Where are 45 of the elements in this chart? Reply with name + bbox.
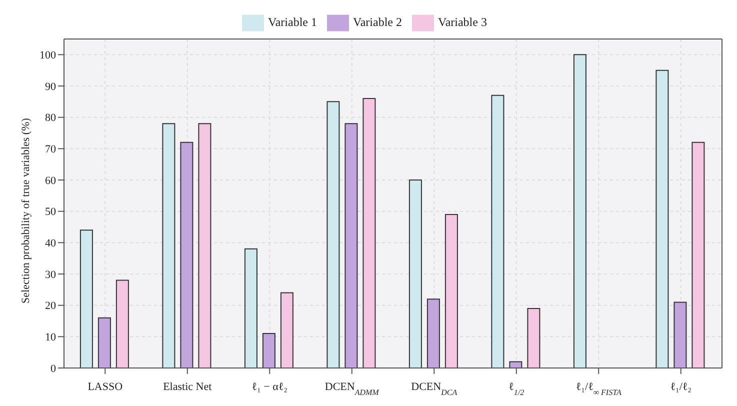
- x-tick-label: DCEN$_{ADMM}$: [324, 381, 380, 396]
- x-tick-label: Elastic Net: [163, 381, 212, 393]
- bar: [80, 230, 93, 368]
- bar: [98, 317, 111, 368]
- y-tick-label: 30: [45, 268, 56, 281]
- y-tick-label: 50: [45, 206, 56, 218]
- bar: [326, 101, 340, 368]
- bar: [162, 123, 176, 368]
- bar: [180, 142, 194, 368]
- y-tick-label: 100: [40, 50, 56, 62]
- bar: [262, 333, 276, 368]
- y-axis-title: Selection probability of true variables (%): [20, 118, 32, 304]
- bar: [244, 248, 258, 368]
- bar: [116, 280, 129, 368]
- y-tick-label: 70: [45, 144, 56, 156]
- x-tick-label: ℓ₁/ℓ₂: [670, 381, 692, 393]
- legend-label: Variable 3: [438, 14, 487, 29]
- bar: [527, 308, 540, 368]
- legend-label: Variable 1: [268, 14, 317, 29]
- y-tick-label: 80: [45, 112, 56, 124]
- y-tick-label: 0: [50, 362, 56, 375]
- bar: [408, 180, 422, 368]
- bar: [344, 123, 358, 368]
- y-tick-label: 90: [45, 80, 56, 93]
- bar: [491, 94, 504, 368]
- bar: [362, 98, 376, 368]
- x-tick-label: LASSO: [88, 381, 123, 393]
- y-tick-label: 40: [45, 238, 56, 250]
- legend-label: Variable 2: [353, 14, 402, 29]
- bar: [509, 361, 522, 368]
- bar: [656, 70, 669, 368]
- bar: [692, 142, 705, 368]
- bar: [573, 54, 586, 368]
- x-tick-label: ℓ₁ − αℓ₂: [252, 381, 288, 393]
- x-tick-label: DCEN$_{DCA}$: [411, 381, 458, 396]
- x-tick-label: ℓ$_{1/2}$: [508, 381, 524, 396]
- y-tick-label: 20: [45, 300, 56, 312]
- y-tick-label: 60: [45, 174, 56, 187]
- bar: [426, 298, 440, 368]
- bar: [198, 123, 212, 368]
- bar: [444, 214, 458, 368]
- bar: [674, 302, 687, 368]
- y-tick-label: 10: [45, 332, 56, 344]
- x-tick-label: ℓ₁/ℓ$_{∞ FISTA}$: [576, 381, 622, 396]
- bar: [280, 292, 294, 368]
